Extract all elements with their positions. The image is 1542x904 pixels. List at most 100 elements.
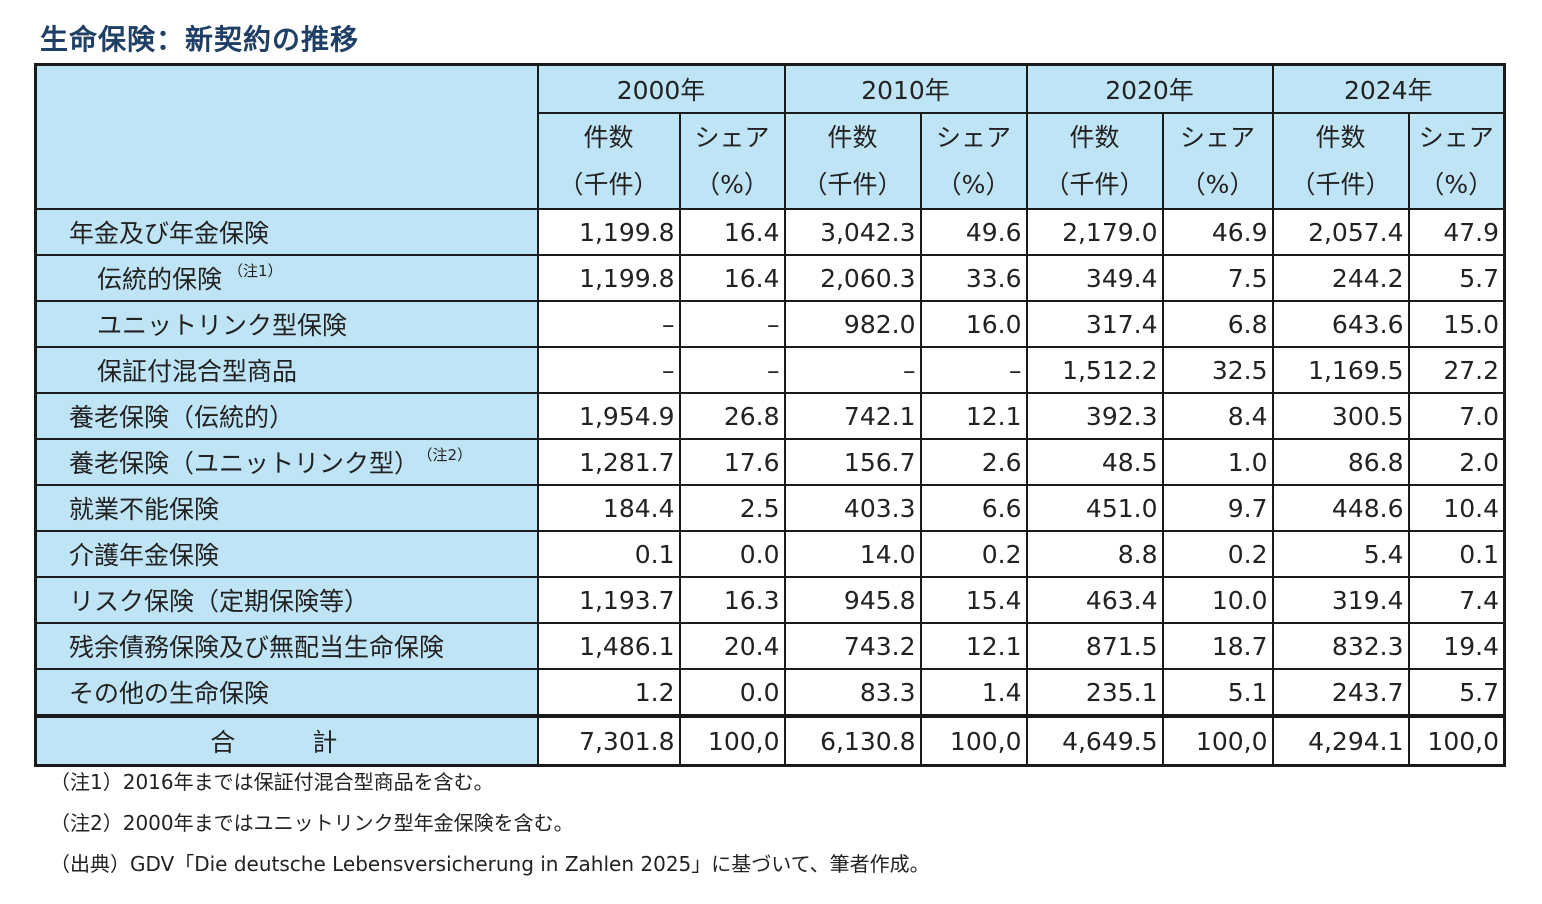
share-cell: 9.7	[1161, 484, 1274, 532]
count-cell: –	[536, 300, 681, 348]
count-cell: 403.3	[783, 484, 922, 532]
count-cell: –	[783, 346, 922, 394]
count-cell: 451.0	[1025, 484, 1164, 532]
share-cell: 6.6	[919, 484, 1028, 532]
table-row: 伝統的保険 （注1） 1,199.8 16.4 2,060.3 33.6 349.4 7.5 2…	[34, 254, 1506, 302]
row-label-cell: ユニットリンク型保険	[34, 300, 539, 348]
page-title: 生命保険：新契約の推移	[40, 23, 360, 56]
count-cell: 1,486.1	[536, 622, 681, 670]
share-cell: 17.6	[678, 438, 786, 486]
year-header-row: 2000年 2010年 2020年 2024年	[34, 63, 1506, 210]
count-header: 件数 （千件）	[1025, 112, 1164, 210]
count-cell: 1,954.9	[536, 392, 681, 440]
row-label-cell: 保証付混合型商品	[34, 346, 539, 394]
share-cell: 16.3	[678, 576, 786, 624]
share-cell: 0.0	[678, 668, 786, 717]
share-cell: 47.9	[1407, 208, 1506, 256]
count-cell: 2,060.3	[783, 254, 922, 302]
share-cell: 0.2	[1161, 530, 1274, 578]
total-share-cell: 100,0	[1407, 714, 1506, 767]
share-cell: 2.0	[1407, 438, 1506, 486]
count-cell: 1,512.2	[1025, 346, 1164, 394]
share-cell: 46.9	[1161, 208, 1274, 256]
row-label: その他の生命保険	[69, 679, 270, 708]
total-row: 合 計 7,301.8 100,0 6,130.8 100,0 4,649.5 100,0 4…	[34, 714, 1506, 767]
row-label: リスク保険（定期保険等）	[69, 587, 370, 616]
count-cell: 5.4	[1271, 530, 1410, 578]
total-label: 合 計	[34, 714, 539, 767]
row-label-cell: 就業不能保険	[34, 484, 539, 532]
total-share-cell: 100,0	[678, 714, 786, 767]
total-count-cell: 4,294.1	[1271, 714, 1410, 767]
total-count-cell: 7,301.8	[536, 714, 681, 767]
share-cell: 0.1	[1407, 530, 1506, 578]
year-header: 2020年	[1025, 63, 1274, 114]
share-cell: 7.4	[1407, 576, 1506, 624]
table-row: 介護年金保険 0.1 0.0 14.0 0.2 8.8 0.2 5.4 0.1	[34, 530, 1506, 578]
table-row: 年金及び年金保険 1,199.8 16.4 3,042.3 49.6 2,179.0 46.…	[34, 208, 1506, 256]
count-cell: 1,281.7	[536, 438, 681, 486]
share-cell: 5.1	[1161, 668, 1274, 717]
row-label-cell: 養老保険（ユニットリンク型） （注2）	[34, 438, 539, 486]
share-header: シェア （%）	[1161, 112, 1274, 210]
count-cell: 83.3	[783, 668, 922, 717]
footnote: （出典）GDV「Die deutsche Lebensversicherung …	[50, 852, 930, 876]
count-cell: 317.4	[1025, 300, 1164, 348]
row-label: 介護年金保険	[69, 541, 220, 570]
count-cell: 244.2	[1271, 254, 1410, 302]
footnote-marker: （注1）	[228, 262, 283, 280]
count-cell: –	[536, 346, 681, 394]
share-cell: 10.4	[1407, 484, 1506, 532]
total-share-cell: 100,0	[1161, 714, 1274, 767]
share-header: シェア （%）	[1407, 112, 1506, 210]
share-cell: 5.7	[1407, 254, 1506, 302]
year-header: 2000年	[536, 63, 786, 114]
count-cell: 463.4	[1025, 576, 1164, 624]
count-cell: 448.6	[1271, 484, 1410, 532]
share-cell: 19.4	[1407, 622, 1506, 670]
share-cell: 16.4	[678, 254, 786, 302]
row-label-cell: 年金及び年金保険	[34, 208, 539, 256]
row-label-cell: その他の生命保険	[34, 668, 539, 717]
row-label: 保証付混合型商品	[97, 357, 298, 386]
count-header: 件数 （千件）	[536, 112, 681, 210]
table-row: ユニットリンク型保険 – –982.0 16.0 317.4 6.8 643.6 15.0	[34, 300, 1506, 348]
table-row: 養老保険（伝統的） 1,954.9 26.8 742.1 12.1 392.3 8.4 300…	[34, 392, 1506, 440]
count-header: 件数 （千件）	[783, 112, 922, 210]
share-cell: 0.2	[919, 530, 1028, 578]
row-label-cell: 介護年金保険	[34, 530, 539, 578]
share-cell: 15.4	[919, 576, 1028, 624]
share-cell: 6.8	[1161, 300, 1274, 348]
total-count-cell: 4,649.5	[1025, 714, 1164, 767]
share-cell: 32.5	[1161, 346, 1274, 394]
share-cell: 7.5	[1161, 254, 1274, 302]
count-cell: 3,042.3	[783, 208, 922, 256]
share-cell: 10.0	[1161, 576, 1274, 624]
footnote: （注2）2000年まではユニットリンク型年金保険を含む。	[50, 811, 574, 835]
share-header: シェア （%）	[678, 112, 786, 210]
count-cell: 156.7	[783, 438, 922, 486]
count-cell: 349.4	[1025, 254, 1164, 302]
share-cell: 7.0	[1407, 392, 1506, 440]
count-cell: 235.1	[1025, 668, 1164, 717]
table-row: 就業不能保険 184.4 2.5 403.3 6.6 451.0 9.7 448.6 10.4	[34, 484, 1506, 532]
count-cell: 1,199.8	[536, 254, 681, 302]
corner-header-cell	[34, 63, 539, 210]
table-row: 残余債務保険及び無配当生命保険 1,486.1 20.4 743.2 12.1 871.5…	[34, 622, 1506, 670]
row-label-cell: 残余債務保険及び無配当生命保険	[34, 622, 539, 670]
count-cell: 86.8	[1271, 438, 1410, 486]
count-cell: 184.4	[536, 484, 681, 532]
count-cell: 832.3	[1271, 622, 1410, 670]
row-label-cell: 養老保険（伝統的）	[34, 392, 539, 440]
count-cell: 2,179.0	[1025, 208, 1164, 256]
share-cell: 49.6	[919, 208, 1028, 256]
row-label: 就業不能保険	[69, 495, 220, 524]
share-cell: 16.0	[919, 300, 1028, 348]
table-row: リスク保険（定期保険等） 1,193.7 16.3 945.8 15.4 463.4 10.…	[34, 576, 1506, 624]
count-cell: 48.5	[1025, 438, 1164, 486]
share-cell: 5.7	[1407, 668, 1506, 717]
row-label: 残余債務保険及び無配当生命保険	[69, 633, 445, 662]
share-cell: 1.0	[1161, 438, 1274, 486]
count-cell: 1.2	[536, 668, 681, 717]
share-cell: 27.2	[1407, 346, 1506, 394]
